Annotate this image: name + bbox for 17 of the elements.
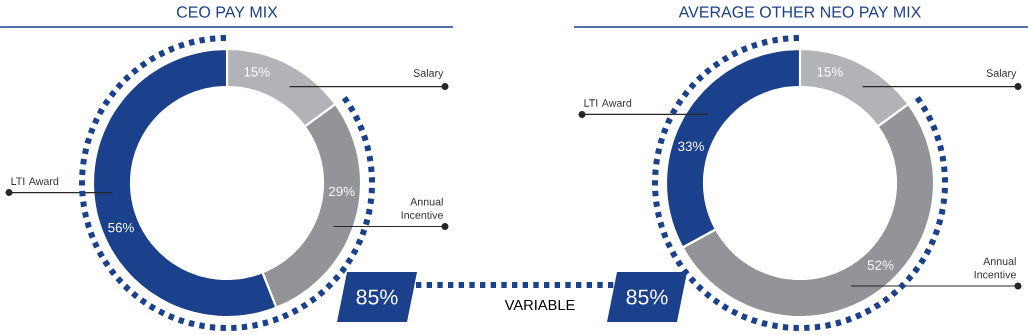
- slice-label: LTI Award: [11, 177, 59, 185]
- data-label: 33%: [678, 141, 704, 152]
- text: VARIABLE: [504, 299, 575, 311]
- text: 85%: [356, 289, 398, 305]
- slice-label: Salary: [986, 69, 1017, 79]
- chart-title: AVERAGE OTHER NEO PAY MIX: [678, 6, 922, 18]
- chart-title: CEO PAY MIX: [177, 6, 278, 18]
- data-label: 15%: [817, 67, 843, 77]
- data-label: 15%: [244, 67, 270, 77]
- slice-label: Annual Incentive: [401, 197, 443, 219]
- slice-label: Salary: [413, 69, 444, 79]
- text: 85%: [626, 289, 668, 305]
- slice-label: Annual Incentive: [974, 257, 1016, 279]
- slice-label: LTI Award: [584, 98, 632, 107]
- data-label: 52%: [867, 260, 894, 270]
- data-label: 56%: [108, 222, 134, 233]
- data-label: 29%: [329, 186, 355, 197]
